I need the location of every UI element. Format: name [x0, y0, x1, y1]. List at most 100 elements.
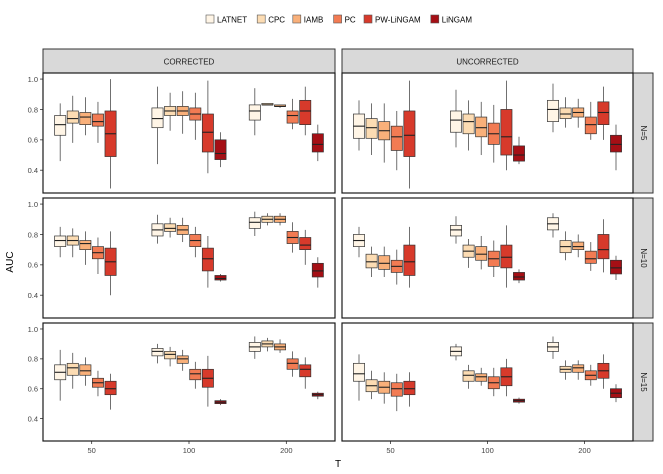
box-body: [311, 133, 324, 153]
box-pc-t200: [286, 98, 299, 130]
legend: LATNET CPC IAMB PC PW-LiNGAM LiNGAM: [205, 14, 473, 25]
box-body: [475, 116, 488, 138]
x-axis-label: T: [335, 459, 341, 470]
box-pc-t200: [584, 242, 597, 271]
box-pw-lingam-t200: [597, 354, 610, 389]
panel-border: [42, 322, 336, 442]
box-body: [610, 259, 622, 275]
box-cpc-t200: [261, 103, 274, 106]
box-cpc-t100: [462, 239, 475, 268]
box-body: [475, 246, 488, 261]
box-body: [164, 223, 177, 232]
box-pw-lingam-t50: [104, 373, 117, 410]
box-iamb-t100: [176, 91, 189, 134]
box-body: [248, 217, 261, 229]
box-iamb-t50: [378, 246, 391, 277]
box-iamb-t100: [176, 349, 189, 371]
box-body: [248, 104, 261, 121]
box-lingam-t200: [610, 384, 622, 403]
panel-border: [341, 322, 634, 442]
box-cpc-t200: [559, 231, 572, 261]
y-tick-label: 0.6: [28, 385, 38, 394]
box-body: [299, 99, 312, 125]
box-pw-lingam-t100: [500, 225, 513, 288]
box-body: [390, 125, 403, 151]
box-pw-lingam-t200: [299, 229, 312, 265]
box-lingam-t200: [610, 124, 622, 171]
box-cpc-t100: [462, 364, 475, 389]
box-iamb-t200: [274, 104, 286, 108]
box-body: [513, 145, 525, 162]
box-cpc-t50: [66, 95, 79, 143]
box-body: [214, 275, 227, 281]
box-iamb-t200: [274, 213, 286, 226]
box-latnet-t200: [547, 213, 559, 238]
box-pw-lingam-t50: [104, 231, 117, 296]
box-lingam-t200: [311, 391, 324, 400]
box-body: [66, 110, 79, 124]
box-body: [403, 244, 416, 276]
box-latnet-t100: [151, 214, 164, 244]
legend-label-iamb: IAMB: [304, 16, 324, 25]
box-body: [201, 247, 214, 272]
x-tick-label: 200: [280, 446, 293, 455]
legend-key-iamb: [292, 14, 302, 24]
box-pc-t50: [390, 110, 403, 171]
box-body: [403, 110, 416, 157]
box-cpc-t50: [66, 228, 79, 258]
box-body: [104, 380, 117, 396]
box-lingam-t100: [214, 399, 227, 406]
box-body: [378, 255, 391, 270]
box-pc-t100: [487, 367, 500, 397]
box-pc-t200: [584, 101, 597, 140]
box-latnet-t50: [54, 349, 67, 401]
panel-border: [42, 72, 336, 194]
y-tick-label: 1.0: [28, 325, 38, 334]
box-body: [79, 240, 92, 250]
box-pw-lingam-t50: [403, 372, 416, 407]
box-lingam-t100: [214, 132, 227, 168]
legend-key-lingam: [430, 14, 440, 24]
box-cpc-t200: [261, 213, 274, 226]
column-strip-label-uncorrected: UNCORRECTED: [456, 58, 518, 67]
box-pw-lingam-t200: [299, 357, 312, 389]
box-latnet-t100: [151, 86, 164, 165]
box-body: [66, 362, 79, 376]
box-pc-t200: [584, 364, 597, 386]
box-iamb-t200: [274, 339, 286, 353]
x-tick-label: 100: [481, 446, 494, 455]
box-pc-t100: [487, 240, 500, 277]
panel-border: [341, 197, 634, 319]
box-latnet-t100: [450, 343, 462, 361]
box-body: [54, 115, 67, 136]
box-cpc-t50: [66, 352, 79, 389]
box-body: [475, 373, 488, 382]
box-pw-lingam-t50: [403, 80, 416, 189]
box-cpc-t100: [164, 92, 177, 131]
box-body: [584, 116, 597, 135]
legend-key-cpc: [256, 14, 266, 24]
legend-label-lingam: LiNGAM: [442, 16, 473, 25]
box-iamb-t200: [572, 360, 585, 380]
panel-uncorrected-n-15: [341, 322, 634, 442]
box-body: [572, 364, 585, 373]
box-pw-lingam-t100: [500, 80, 513, 171]
box-body: [54, 235, 67, 247]
box-cpc-t100: [164, 217, 177, 238]
box-body: [365, 118, 378, 139]
box-latnet-t100: [450, 89, 462, 148]
box-lingam-t100: [214, 273, 227, 282]
box-lingam-t200: [311, 124, 324, 162]
box-cpc-t200: [261, 337, 274, 352]
y-tick-label: 0.8: [28, 355, 38, 364]
box-iamb-t200: [572, 234, 585, 258]
box-body: [299, 237, 312, 250]
legend-key-latnet: [205, 14, 215, 24]
legend-label-latnet: LATNET: [217, 16, 247, 25]
box-iamb-t100: [475, 101, 488, 156]
box-latnet-t200: [547, 83, 559, 133]
y-tick-label: 0.6: [28, 261, 38, 270]
box-pc-t50: [92, 237, 104, 274]
box-pc-t100: [189, 361, 202, 389]
